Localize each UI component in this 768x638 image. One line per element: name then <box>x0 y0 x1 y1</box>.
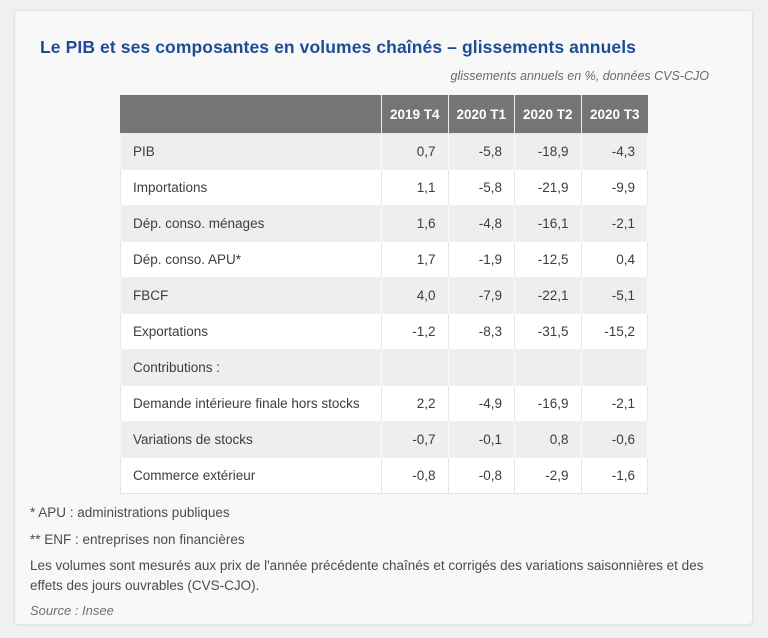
footnote-method: Les volumes sont mesurés aux prix de l'a… <box>30 558 704 593</box>
row-value: -9,9 <box>581 170 648 206</box>
row-value: -7,9 <box>448 278 515 314</box>
table-header-row: 2019 T4 2020 T1 2020 T2 2020 T3 <box>120 95 648 134</box>
table-row: FBCF 4,0 -7,9 -22,1 -5,1 <box>120 278 648 314</box>
row-value: -5,8 <box>448 170 515 206</box>
row-value: -0,8 <box>448 458 515 494</box>
row-value: -15,2 <box>581 314 648 350</box>
footnotes-block: * APU : administrations publiques ** ENF… <box>30 503 724 621</box>
row-value: 1,7 <box>382 242 449 278</box>
row-value: -21,9 <box>515 170 582 206</box>
table-row: Demande intérieure finale hors stocks 2,2… <box>120 386 648 422</box>
row-value: -5,8 <box>448 134 515 170</box>
header-cell-period: 2019 T4 <box>382 95 449 134</box>
row-value: 1,6 <box>382 206 449 242</box>
row-value: -0,6 <box>581 422 648 458</box>
table-row: Commerce extérieur -0,8 -0,8 -2,9 -1,6 <box>120 458 648 494</box>
data-table: 2019 T4 2020 T1 2020 T2 2020 T3 PIB 0,7 -5,8-… <box>120 95 648 494</box>
row-value: -16,1 <box>515 206 582 242</box>
row-value <box>382 350 449 386</box>
row-value: -18,9 <box>515 134 582 170</box>
stat-card: Le PIB et ses composantes en volumes cha… <box>14 10 753 625</box>
row-label: Variations de stocks <box>120 422 382 458</box>
row-value: 4,0 <box>382 278 449 314</box>
row-label: Exportations <box>120 314 382 350</box>
row-value: -22,1 <box>515 278 582 314</box>
table-body: PIB 0,7 -5,8 -18,9 -4,3 Importations 1,1 -5,8 -2… <box>120 134 648 494</box>
row-value <box>515 350 582 386</box>
row-value: -31,5 <box>515 314 582 350</box>
row-value: -4,9 <box>448 386 515 422</box>
row-value: 0,7 <box>382 134 449 170</box>
row-value: -2,1 <box>581 386 648 422</box>
source-label: Source : Insee <box>30 603 114 619</box>
row-value: -2,9 <box>515 458 582 494</box>
row-label: PIB <box>120 134 382 170</box>
row-label: Commerce extérieur <box>120 458 382 494</box>
row-value: -8,3 <box>448 314 515 350</box>
row-value: -1,2 <box>382 314 449 350</box>
row-value: -5,1 <box>581 278 648 314</box>
row-value: -12,5 <box>515 242 582 278</box>
row-value <box>581 350 648 386</box>
header-cell-label <box>120 95 382 134</box>
row-value: -0,7 <box>382 422 449 458</box>
footnote-enf: ** ENF : entreprises non financières <box>30 531 245 547</box>
chart-subtitle: glissements annuels en %, données CVS-CJ… <box>450 69 709 83</box>
header-cell-period: 2020 T3 <box>581 95 648 134</box>
table-row: PIB 0,7 -5,8 -18,9 -4,3 <box>120 134 648 170</box>
row-label: Demande intérieure finale hors stocks <box>120 386 382 422</box>
table-row: Variations de stocks -0,7 -0,1 0,8 -0,6 <box>120 422 648 458</box>
row-label: Dép. conso. ménages <box>120 206 382 242</box>
row-label: Contributions : <box>120 350 382 386</box>
row-value <box>448 350 515 386</box>
row-value: -4,3 <box>581 134 648 170</box>
row-value: 0,8 <box>515 422 582 458</box>
row-label: Importations <box>120 170 382 206</box>
row-value: 2,2 <box>382 386 449 422</box>
table-row: Dép. conso. ménages 1,6 -4,8 -16,1 -2,1 <box>120 206 648 242</box>
row-value: -0,8 <box>382 458 449 494</box>
header-cell-period: 2020 T1 <box>448 95 515 134</box>
row-value: -1,9 <box>448 242 515 278</box>
row-value: -4,8 <box>448 206 515 242</box>
row-value: -0,1 <box>448 422 515 458</box>
table-row: Importations 1,1 -5,8 -21,9 -9,9 <box>120 170 648 206</box>
chart-title: Le PIB et ses composantes en volumes cha… <box>40 37 636 57</box>
row-value: -1,6 <box>581 458 648 494</box>
row-value: -2,1 <box>581 206 648 242</box>
table-row: Exportations -1,2 -8,3 -31,5 -15,2 <box>120 314 648 350</box>
row-value: 0,4 <box>581 242 648 278</box>
table-row: Contributions : <box>120 350 648 386</box>
row-label: Dép. conso. APU* <box>120 242 382 278</box>
row-value: -16,9 <box>515 386 582 422</box>
table-row: Dép. conso. APU* 1,7 -1,9 -12,5 0,4 <box>120 242 648 278</box>
footnote-apu: * APU : administrations publiques <box>30 505 230 520</box>
row-label: FBCF <box>120 278 382 314</box>
header-cell-period: 2020 T2 <box>515 95 582 134</box>
row-value: 1,1 <box>382 170 449 206</box>
